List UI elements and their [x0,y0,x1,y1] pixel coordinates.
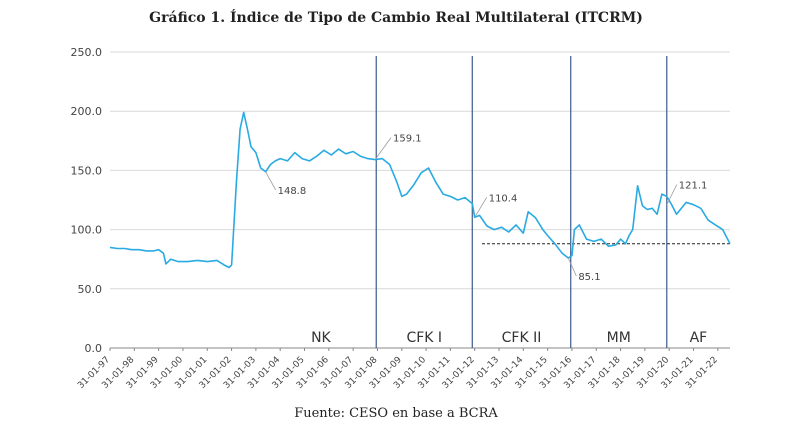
y-tick-label: 100.0 [71,224,103,237]
annotation-leader [374,137,392,160]
y-tick-label: 200.0 [71,105,103,118]
period-label: CFK II [502,330,542,346]
chart-source: Fuente: CESO en base a BCRA [294,406,498,421]
annotation-leader [666,184,678,205]
chart-title: Gráfico 1. Índice de Tipo de Cambio Real… [149,10,643,26]
itcrm-series-line [109,111,731,269]
period-dividers: NK CFK I CFK II MM AF [311,56,707,348]
annotation-label: 159.1 [393,134,422,145]
annotations-group: 148.8 159.1 110.4 85.1 121.1 [265,134,708,283]
x-axis-ticks: 31-01-9731-01-9831-01-9931-01-0031-01-01… [76,348,720,391]
y-tick-label: 50.0 [78,283,103,296]
annotation-label: 85.1 [578,272,600,283]
period-label: MM [607,330,631,346]
annotation-label: 148.8 [278,186,307,197]
annotation-leader [474,197,488,218]
annotation-leader [567,257,577,277]
gridlines [110,51,730,349]
annotation-label: 121.1 [679,181,708,192]
annotation-leader [265,171,276,191]
y-tick-label: 150.0 [71,164,103,177]
y-tick-label: 250.0 [71,46,103,59]
period-label: AF [690,330,708,346]
period-label: CFK I [406,330,442,346]
period-label: NK [311,330,331,346]
y-axis-ticks: 0.0 50.0 100.0 150.0 200.0 250.0 [71,46,103,355]
series-group [109,111,731,269]
annotation-label: 110.4 [489,193,518,204]
y-tick-label: 0.0 [85,342,103,355]
